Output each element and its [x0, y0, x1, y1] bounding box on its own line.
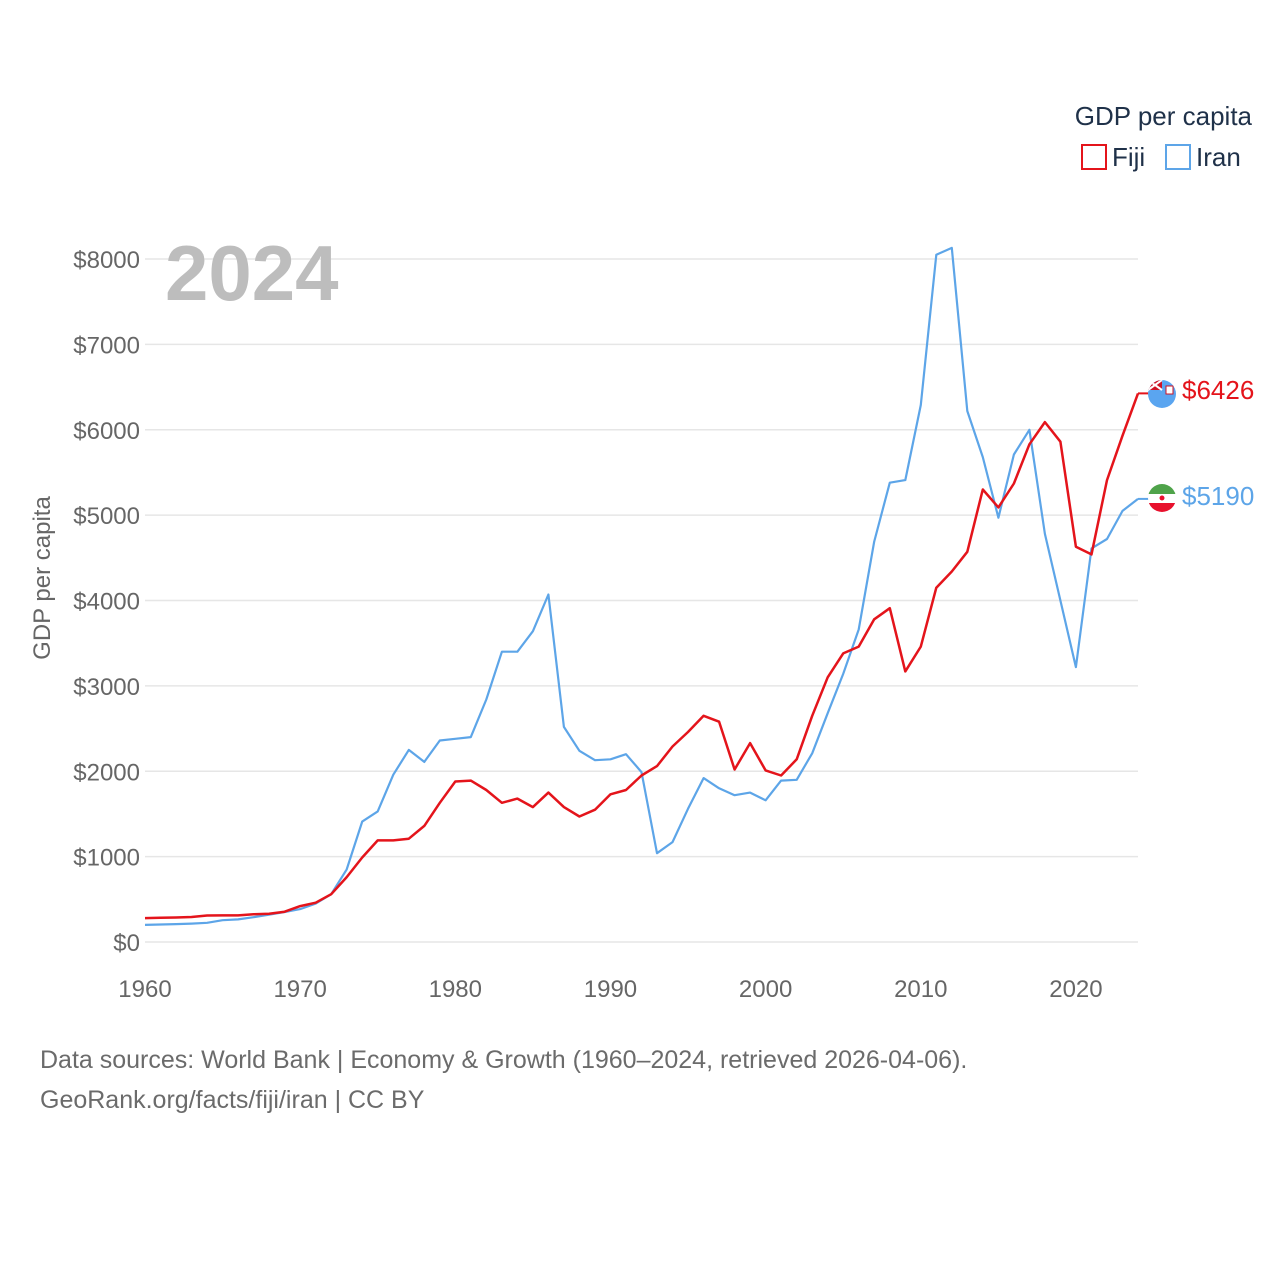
legend-swatch-fiji[interactable]: [1081, 144, 1107, 170]
legend-label-fiji[interactable]: Fiji: [1112, 142, 1145, 172]
gdp-line-chart: GDP per capita Fiji Iran $0 $1000 $2000 $30…: [29, 101, 1254, 1003]
y-tick-label: $5000: [73, 503, 140, 530]
data-source-footer: Data sources: World Bank | Economy & Gro…: [40, 1040, 1240, 1120]
series-line-fiji[interactable]: [144, 392, 1140, 920]
legend-swatch-iran[interactable]: [1165, 144, 1191, 170]
y-axis-title: GDP per capita: [29, 496, 56, 660]
x-tick-label: 1990: [584, 976, 637, 1003]
x-tick-label: 1980: [429, 976, 482, 1003]
series-line-iran[interactable]: [144, 246, 1139, 926]
source-line: Data sources: World Bank | Economy & Gro…: [40, 1046, 968, 1074]
series-lines: [144, 246, 1150, 926]
fiji-flag-icon: [1148, 380, 1176, 408]
year-watermark: 2024: [165, 229, 339, 317]
y-tick-label: $6000: [73, 418, 140, 445]
y-tick-label: $2000: [73, 759, 140, 786]
x-tick-label: 1960: [118, 976, 171, 1003]
y-tick-label: $8000: [73, 247, 140, 274]
source-attribution[interactable]: GeoRank.org/facts/fiji/iran | CC BY: [40, 1086, 425, 1114]
y-tick-label: $0: [113, 930, 140, 957]
x-tick-label: 2000: [739, 976, 792, 1003]
end-label-iran: $5190: [1182, 481, 1254, 511]
legend-label-iran[interactable]: Iran: [1196, 142, 1241, 172]
x-tick-label: 1970: [273, 976, 326, 1003]
gridlines: [145, 258, 1138, 943]
x-tick-label: 2020: [1049, 976, 1102, 1003]
y-axis-ticks: $0 $1000 $2000 $3000 $4000 $5000 $6000 $7000 $80…: [73, 247, 140, 957]
legend-title: GDP per capita: [1075, 101, 1253, 131]
y-tick-label: $1000: [73, 845, 140, 872]
series-end-markers: $6426 $5190: [1148, 375, 1254, 512]
y-tick-label: $7000: [73, 332, 140, 359]
y-tick-label: $3000: [73, 674, 140, 701]
x-tick-label: 2010: [894, 976, 947, 1003]
x-axis-ticks: 1960 1970 1980 1990 2000 2010 2020: [118, 976, 1102, 1003]
end-label-fiji: $6426: [1182, 375, 1254, 405]
y-tick-label: $4000: [73, 589, 140, 616]
iran-flag-icon: [1148, 484, 1176, 512]
